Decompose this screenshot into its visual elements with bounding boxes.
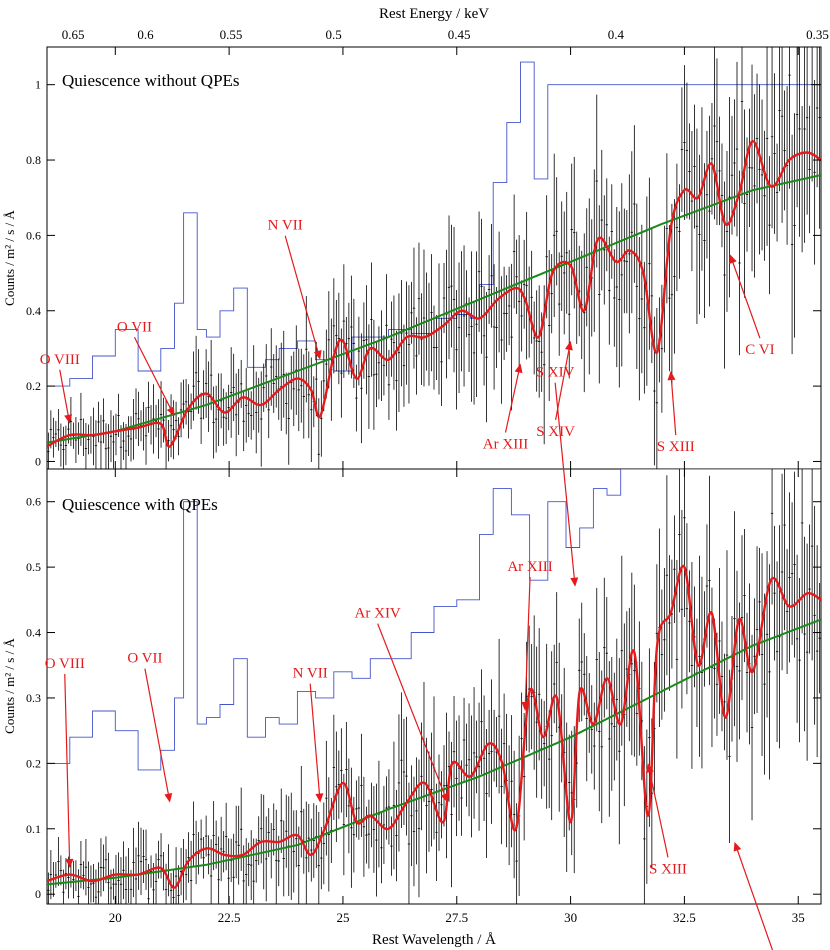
x-tick-label: 27.5 [445,910,468,925]
bottom-y-tick-label: 0.2 [26,756,41,770]
top-annotation-arrow [504,367,521,433]
bottom-panel-frame [46,468,822,905]
top-annotation-arrowhead [729,254,737,265]
bottom-annotation-arrowhead [570,577,579,587]
top-annotation-arrowhead [564,340,573,351]
bottom-annotation-arrowhead [440,792,449,803]
top-annotation-label: O VIII [40,352,80,368]
x-tick-label: 20 [109,910,122,925]
bottom-y-tick-label: 0.3 [26,691,41,705]
top-annotation-arrow [670,374,677,436]
top-energy-tick-label: 0.45 [448,27,471,42]
bottom-annotation-label: O VII [127,651,162,667]
x-tick-label: 35 [792,910,805,925]
top-line-model [47,139,821,448]
bottom-annotation-label: S XIV [536,365,575,381]
top-y-tick-label: 0 [35,454,41,468]
bottom-data-points [47,469,821,904]
x-tick-label: 32.5 [673,910,696,925]
bottom-continuum-model [47,618,821,886]
bottom-annotation-arrow [735,845,774,950]
top-panel-frame [46,46,822,470]
top-annotation-arrow [133,336,174,413]
top-energy-tick-label: 0.55 [220,27,243,42]
top-energy-tick-label: 0.4 [608,27,625,42]
top-annotation-arrowhead [514,363,523,374]
bottom-panel-plot-area [47,469,821,904]
top-axis-label: Rest Energy / keV [379,6,489,22]
bottom-annotation-arrow [64,674,71,865]
bottom-annotation-arrowhead [733,841,742,852]
bottom-panel-ylabel: Counts / m² / s / Å [2,638,17,734]
top-annotation-arrowhead [166,406,175,417]
top-y-tick-label: 0.6 [26,228,41,242]
x-tick-label: 22.5 [218,910,241,925]
bottom-annotation-arrow [648,767,669,858]
bottom-annotation-arrow [144,668,170,799]
top-panel-title: Quiescence without QPEs [62,71,240,90]
top-annotation-label: C VI [745,342,774,358]
top-annotation-label: N VII [268,218,303,234]
top-annotation-arrow [730,257,761,339]
top-annotation-arrow [59,369,70,420]
top-energy-tick-label: 0.65 [62,27,85,42]
bottom-panel-title: Quiescence with QPEs [62,495,218,514]
bottom-y-tick-label: 0.6 [26,495,41,509]
bottom-annotation-arrowhead [521,701,530,712]
bottom-y-tick-label: 0.5 [26,560,41,574]
top-energy-tick-label: 0.35 [806,27,829,42]
bottom-annotation-arrowhead [645,763,654,773]
top-annotation-label: Ar XIII [483,437,528,453]
bottom-y-tick-label: 0 [35,887,41,901]
bottom-annotation-arrow [524,577,531,708]
top-annotation-arrowhead [313,349,322,360]
top-y-tick-label: 0.2 [26,379,41,393]
top-annotation-label: S XIV [536,424,575,440]
bottom-y-tick-label: 0.1 [26,822,41,836]
bottom-annotation-arrow [309,683,321,799]
top-y-tick-label: 1 [35,78,41,92]
top-energy-tick-label: 0.5 [326,27,342,42]
bottom-background-spectrum [47,469,821,771]
top-energy-tick-label: 0.6 [137,27,154,42]
top-y-tick-label: 0.8 [26,153,41,167]
bottom-annotation-label: O VIII [45,656,85,672]
bottom-annotation-label: S XIII [649,861,687,877]
bottom-line-model [47,564,821,889]
x-tick-label: 30 [564,910,577,925]
bottom-annotation-label: Ar XIV [355,606,401,622]
top-annotation-label: O VII [117,319,152,335]
top-annotation-arrowhead [667,371,676,381]
bottom-axis-label: Rest Wavelength / Å [372,932,496,948]
top-panel-ylabel: Counts / m² / s / Å [2,210,17,306]
bottom-annotation-arrowhead [65,858,74,869]
bottom-annotation-arrow [377,623,447,800]
bottom-annotation-arrowhead [164,793,173,803]
bottom-annotation-arrow [554,382,576,583]
top-annotation-label: S XIII [657,439,695,455]
top-panel-plot-area [47,47,821,469]
bottom-annotation-label: N VII [293,666,328,682]
top-y-tick-label: 0.4 [26,304,41,318]
top-annotation-arrowhead [64,414,73,424]
top-background-spectrum [47,61,821,387]
x-tick-label: 25 [336,910,349,925]
bottom-annotation-label: Ar XIII [507,559,552,575]
bottom-annotation-arrowhead [315,793,324,803]
top-continuum-model [47,174,821,444]
bottom-y-tick-label: 0.4 [26,626,41,640]
top-annotation-arrow [284,235,320,357]
